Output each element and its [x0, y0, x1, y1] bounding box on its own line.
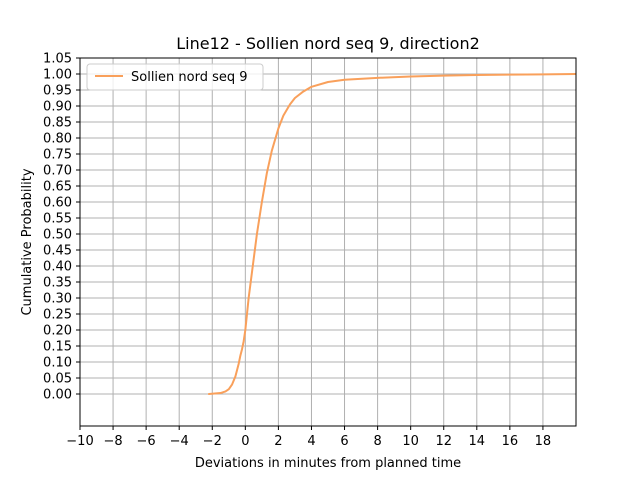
x-tick-label: 16 [502, 434, 519, 449]
y-tick-label: 0.10 [43, 356, 72, 371]
plot-frame [79, 57, 577, 427]
y-tick-label: 0.60 [43, 196, 72, 211]
legend-label: Sollien nord seq 9 [131, 70, 248, 85]
y-tick-label: 0.25 [43, 308, 72, 323]
series-line-0 [207, 73, 576, 395]
y-tick-label: 0.65 [43, 180, 72, 195]
x-tick-label: 14 [469, 434, 486, 449]
x-tick-label: 8 [373, 434, 381, 449]
x-tick-label: −10 [66, 434, 93, 449]
chart-title: Line12 - Sollien nord seq 9, direction2 [176, 34, 480, 53]
y-tick-label: 0.00 [43, 388, 72, 403]
x-tick-label: −4 [170, 434, 189, 449]
y-tick-label: 0.30 [43, 292, 72, 307]
x-axis: −10 −8 −6 −4 −2 0 2 4 6 8 10 12 14 16 18 [66, 426, 551, 449]
y-tick-label: 0.75 [43, 148, 72, 163]
x-tick-label: 10 [402, 434, 419, 449]
y-axis-label: Cumulative Probability [20, 168, 35, 315]
legend: Sollien nord seq 9 [86, 63, 264, 91]
legend-box [86, 63, 264, 91]
y-axis: 0.000.050.100.150.200.250.300.350.400.45… [43, 52, 80, 403]
y-tick-label: 0.70 [43, 164, 72, 179]
y-tick-label: 0.15 [43, 340, 72, 355]
y-tick-label: 0.50 [43, 228, 72, 243]
x-tick-label: 4 [307, 434, 315, 449]
x-tick-label: 12 [435, 434, 452, 449]
x-tick-label: 18 [535, 434, 552, 449]
plot-area [207, 73, 576, 395]
x-tick-label: 6 [340, 434, 348, 449]
x-tick-label: −2 [203, 434, 222, 449]
y-tick-label: 0.80 [43, 132, 72, 147]
y-tick-label: 0.20 [43, 324, 72, 339]
y-tick-label: 0.85 [43, 116, 72, 131]
y-tick-label: 0.95 [43, 84, 72, 99]
x-tick-label: −6 [137, 434, 156, 449]
y-tick-label: 0.05 [43, 372, 72, 387]
x-axis-label: Deviations in minutes from planned time [195, 456, 461, 471]
x-tick-label: 0 [241, 434, 249, 449]
y-tick-label: 0.55 [43, 212, 72, 227]
x-tick-label: −8 [103, 434, 122, 449]
y-tick-label: 1.00 [43, 68, 72, 83]
y-tick-label: 1.05 [43, 52, 72, 67]
y-tick-label: 0.45 [43, 244, 72, 259]
y-tick-label: 0.40 [43, 260, 72, 275]
x-tick-label: 2 [274, 434, 282, 449]
y-tick-label: 0.35 [43, 276, 72, 291]
y-tick-label: 0.90 [43, 100, 72, 115]
grid [79, 57, 576, 426]
